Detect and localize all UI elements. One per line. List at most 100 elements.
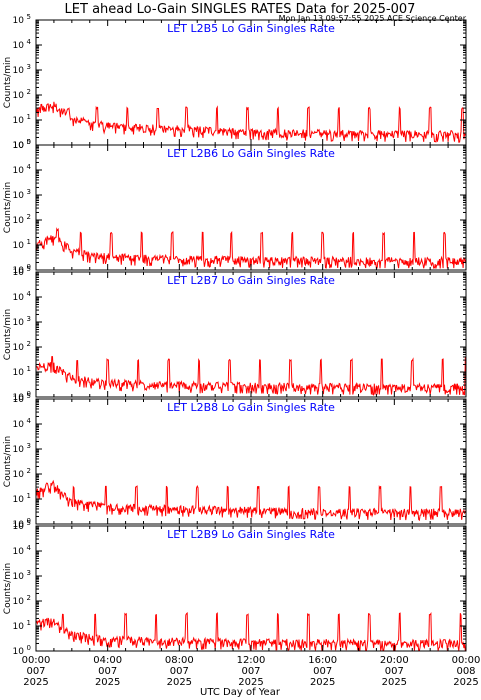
x-tick-doy-label: 007 — [26, 666, 45, 677]
y-tick-label: 10 — [13, 66, 25, 76]
y-axis-label: Counts/min — [3, 309, 13, 360]
y-tick-label: 10 — [13, 268, 25, 278]
y-tick-label: 10 — [13, 470, 25, 480]
y-tick-label: 10 — [13, 522, 25, 532]
x-tick-year-label: 2025 — [310, 677, 335, 688]
generation-timestamp: Mon Jan 13 09:57:55 2025 ACE Science Cen… — [279, 14, 467, 23]
y-axis-label: Counts/min — [3, 436, 13, 487]
y-tick-label: 10 — [13, 395, 25, 405]
y-tick-label: 10 — [13, 495, 25, 505]
y-tick-exponent: 4 — [27, 417, 32, 425]
x-tick-doy-label: 007 — [385, 666, 404, 677]
y-tick-exponent: 3 — [27, 315, 31, 323]
y-tick-label: 10 — [13, 266, 25, 276]
x-tick-doy-label: 007 — [98, 666, 117, 677]
series-line-3 — [36, 356, 466, 396]
x-tick-time-label: 20:00 — [380, 655, 409, 666]
chart-title: LET ahead Lo-Gain SINGLES RATES Data for… — [65, 2, 416, 17]
y-tick-exponent: 0 — [27, 644, 31, 652]
y-tick-exponent: 1 — [27, 365, 31, 373]
y-tick-label: 10 — [13, 647, 25, 657]
y-tick-label: 10 — [13, 343, 25, 353]
panel-title: LET L2B8 Lo Gain Singles Rate — [167, 401, 335, 414]
y-tick-label: 10 — [13, 572, 25, 582]
x-tick-doy-label: 007 — [241, 666, 260, 677]
y-tick-label: 10 — [13, 368, 25, 378]
y-axis-label: Counts/min — [3, 182, 13, 233]
y-tick-label: 10 — [13, 241, 25, 251]
x-tick-doy-label: 007 — [170, 666, 189, 677]
panel-title: LET L2B5 Lo Gain Singles Rate — [167, 22, 335, 35]
x-tick-time-label: 00:00 — [452, 655, 481, 666]
x-tick-time-label: 08:00 — [165, 655, 194, 666]
y-tick-label: 10 — [13, 622, 25, 632]
panel-title: LET L2B6 Lo Gain Singles Rate — [167, 147, 335, 160]
y-tick-exponent: 5 — [27, 13, 31, 21]
y-tick-label: 10 — [13, 191, 25, 201]
y-tick-exponent: 1 — [27, 492, 31, 500]
series-line-1 — [36, 101, 466, 143]
y-tick-exponent: 2 — [27, 594, 31, 602]
y-tick-label: 10 — [13, 520, 25, 530]
y-tick-exponent: 4 — [27, 38, 32, 46]
x-tick-doy-label: 007 — [313, 666, 332, 677]
x-tick-time-label: 04:00 — [93, 655, 122, 666]
y-tick-label: 10 — [13, 216, 25, 226]
y-tick-exponent: 4 — [27, 544, 32, 552]
y-tick-exponent: 5 — [27, 392, 31, 400]
y-tick-exponent: 5 — [27, 265, 31, 273]
y-tick-label: 10 — [13, 547, 25, 557]
y-tick-label: 10 — [13, 116, 25, 126]
y-tick-exponent: 5 — [27, 519, 31, 527]
y-tick-exponent: 3 — [27, 63, 31, 71]
y-tick-exponent: 1 — [27, 113, 31, 121]
y-tick-exponent: 5 — [27, 138, 31, 146]
y-axis-label: Counts/min — [3, 57, 13, 108]
x-tick-time-label: 12:00 — [237, 655, 266, 666]
x-tick-doy-label: 008 — [456, 666, 475, 677]
y-tick-label: 10 — [13, 91, 25, 101]
y-tick-exponent: 4 — [27, 163, 32, 171]
y-tick-exponent: 4 — [27, 290, 32, 298]
y-tick-exponent: 2 — [27, 213, 31, 221]
y-tick-exponent: 1 — [27, 619, 31, 627]
y-tick-label: 10 — [13, 141, 25, 151]
x-axis-label: UTC Day of Year — [200, 687, 281, 698]
x-tick-year-label: 2025 — [23, 677, 48, 688]
x-tick-time-label: 16:00 — [308, 655, 337, 666]
series-line-4 — [36, 479, 466, 522]
y-tick-label: 10 — [13, 293, 25, 303]
y-tick-exponent: 0 — [27, 263, 31, 271]
y-tick-label: 10 — [13, 393, 25, 403]
y-tick-label: 10 — [13, 16, 25, 26]
y-tick-exponent: 3 — [27, 442, 31, 450]
y-tick-label: 10 — [13, 445, 25, 455]
y-tick-exponent: 2 — [27, 340, 31, 348]
y-tick-label: 10 — [13, 318, 25, 328]
y-tick-exponent: 2 — [27, 88, 31, 96]
y-tick-exponent: 0 — [27, 138, 31, 146]
x-tick-year-label: 2025 — [382, 677, 407, 688]
y-tick-exponent: 2 — [27, 467, 31, 475]
y-tick-label: 10 — [13, 166, 25, 176]
x-tick-time-label: 00:00 — [22, 655, 51, 666]
x-tick-year-label: 2025 — [453, 677, 478, 688]
x-axis: 00:00007202504:00007202508:00007202512:0… — [22, 655, 481, 688]
panel-title: LET L2B7 Lo Gain Singles Rate — [167, 274, 335, 287]
y-tick-label: 10 — [13, 141, 25, 151]
x-tick-year-label: 2025 — [238, 677, 263, 688]
x-tick-year-label: 2025 — [95, 677, 120, 688]
y-axis-label: Counts/min — [3, 563, 13, 614]
y-tick-exponent: 3 — [27, 188, 31, 196]
y-tick-exponent: 0 — [27, 517, 31, 525]
panel-title: LET L2B9 Lo Gain Singles Rate — [167, 528, 335, 541]
y-tick-exponent: 3 — [27, 569, 31, 577]
